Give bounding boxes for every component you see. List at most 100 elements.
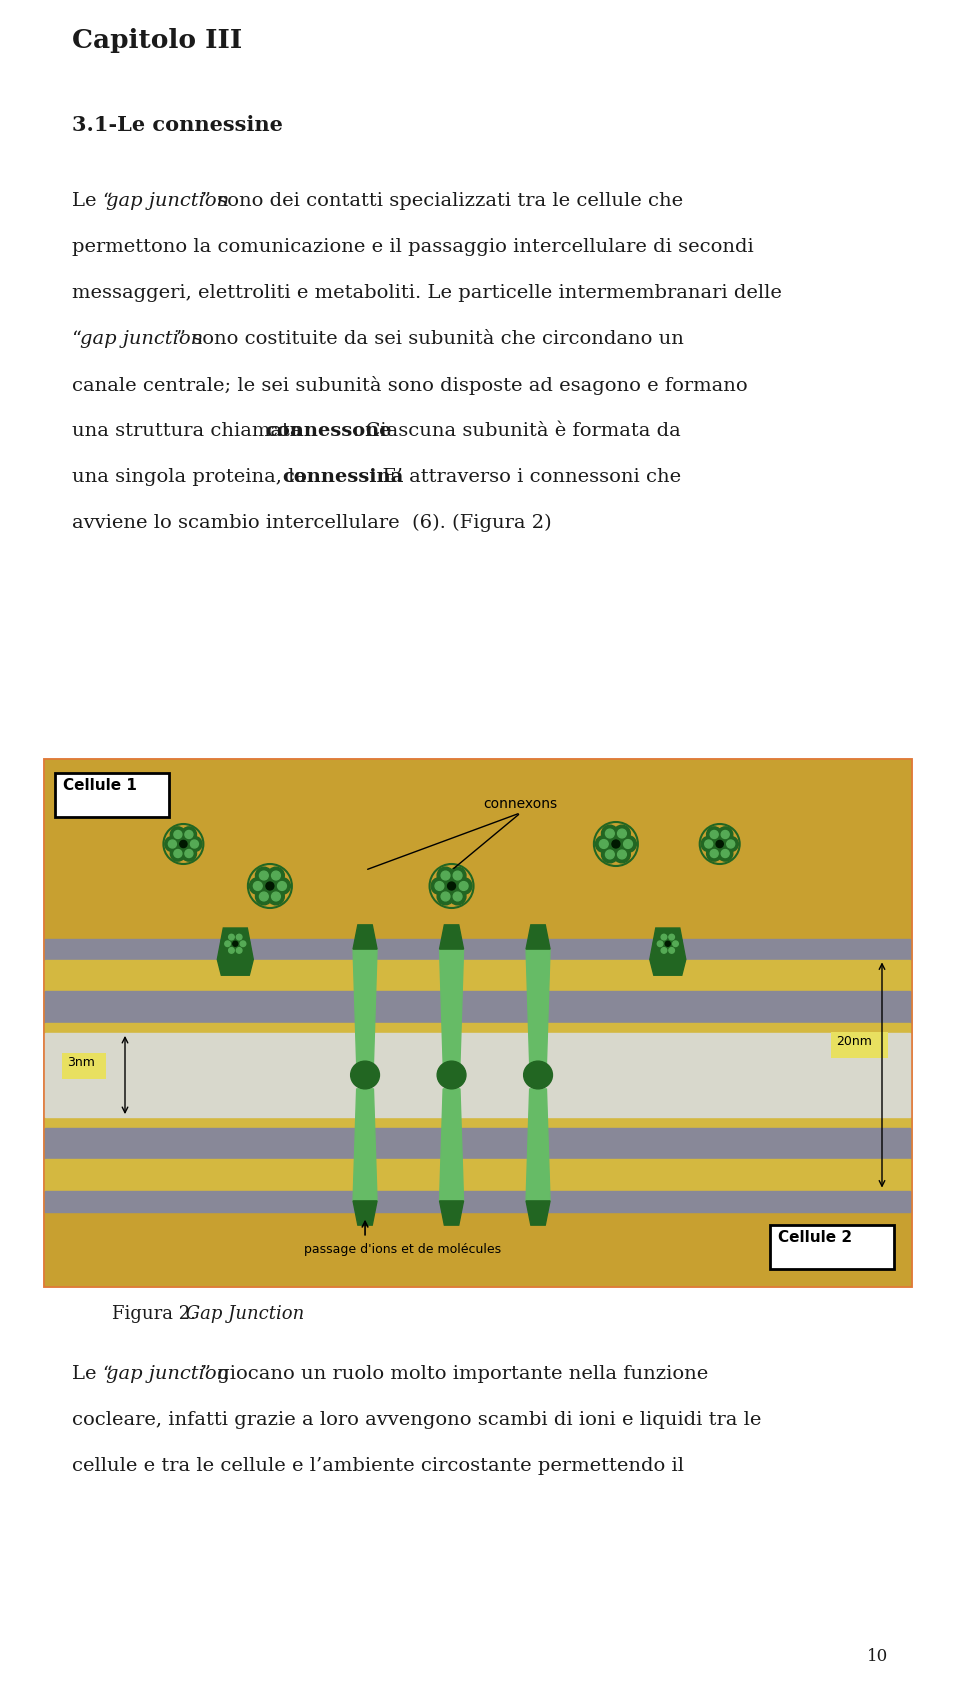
Circle shape bbox=[272, 872, 280, 880]
Circle shape bbox=[180, 840, 187, 848]
Circle shape bbox=[707, 826, 722, 841]
Circle shape bbox=[435, 882, 444, 891]
Polygon shape bbox=[45, 990, 910, 1023]
Circle shape bbox=[617, 830, 626, 838]
Circle shape bbox=[255, 889, 273, 904]
Circle shape bbox=[272, 892, 280, 901]
Polygon shape bbox=[45, 1117, 910, 1128]
Circle shape bbox=[225, 941, 230, 946]
Circle shape bbox=[259, 872, 268, 880]
Circle shape bbox=[449, 889, 466, 904]
Circle shape bbox=[449, 867, 466, 884]
Polygon shape bbox=[353, 1200, 377, 1226]
Circle shape bbox=[259, 892, 268, 901]
Polygon shape bbox=[526, 1089, 550, 1200]
Circle shape bbox=[661, 948, 667, 953]
Text: Cellule 1: Cellule 1 bbox=[63, 779, 137, 792]
Circle shape bbox=[168, 840, 177, 848]
Text: Capitolo III: Capitolo III bbox=[72, 29, 242, 52]
Circle shape bbox=[602, 824, 618, 841]
Text: ” giocano un ruolo molto importante nella funzione: ” giocano un ruolo molto importante nell… bbox=[202, 1365, 708, 1383]
Circle shape bbox=[236, 948, 242, 953]
Text: una singola proteina, la: una singola proteina, la bbox=[72, 467, 312, 486]
Circle shape bbox=[613, 824, 631, 841]
Circle shape bbox=[721, 850, 730, 858]
Polygon shape bbox=[45, 1160, 910, 1190]
Text: avviene lo scambio intercellulare  (6). (Figura 2): avviene lo scambio intercellulare (6). (… bbox=[72, 515, 552, 532]
Polygon shape bbox=[45, 760, 910, 1033]
Polygon shape bbox=[353, 950, 377, 1063]
Text: connexons: connexons bbox=[484, 797, 558, 811]
Circle shape bbox=[441, 872, 450, 880]
Polygon shape bbox=[440, 1089, 464, 1200]
Circle shape bbox=[707, 846, 722, 862]
Circle shape bbox=[673, 941, 679, 946]
FancyBboxPatch shape bbox=[45, 760, 910, 1285]
Ellipse shape bbox=[350, 1062, 379, 1089]
Circle shape bbox=[606, 830, 614, 838]
Text: canale centrale; le sei subunità sono disposte ad esagono e formano: canale centrale; le sei subunità sono di… bbox=[72, 376, 748, 394]
Circle shape bbox=[234, 931, 245, 943]
Polygon shape bbox=[440, 924, 464, 950]
Polygon shape bbox=[45, 1033, 910, 1117]
Circle shape bbox=[250, 877, 266, 894]
Circle shape bbox=[234, 945, 245, 957]
Circle shape bbox=[232, 941, 238, 946]
Text: gap junction: gap junction bbox=[106, 191, 228, 210]
Polygon shape bbox=[45, 1128, 910, 1160]
Circle shape bbox=[455, 877, 472, 894]
Polygon shape bbox=[353, 924, 377, 950]
Polygon shape bbox=[45, 1023, 910, 1033]
Circle shape bbox=[606, 850, 614, 858]
Polygon shape bbox=[526, 950, 550, 1063]
Circle shape bbox=[723, 836, 738, 852]
Text: 3nm: 3nm bbox=[67, 1056, 95, 1068]
Text: . E’ attraverso i connessoni che: . E’ attraverso i connessoni che bbox=[371, 467, 682, 486]
Text: ” sono costituite da sei subunità che circondano un: ” sono costituite da sei subunità che ci… bbox=[177, 330, 684, 349]
FancyBboxPatch shape bbox=[831, 1033, 888, 1058]
Text: messaggeri, elettroliti e metaboliti. Le particelle intermembranari delle: messaggeri, elettroliti e metaboliti. Le… bbox=[72, 284, 781, 301]
Circle shape bbox=[716, 840, 723, 848]
Circle shape bbox=[670, 938, 681, 950]
Circle shape bbox=[228, 935, 234, 940]
Circle shape bbox=[185, 831, 193, 838]
Circle shape bbox=[624, 840, 633, 848]
Circle shape bbox=[437, 867, 454, 884]
Polygon shape bbox=[45, 938, 910, 960]
Circle shape bbox=[190, 840, 199, 848]
Text: gap junction: gap junction bbox=[106, 1365, 228, 1383]
Circle shape bbox=[223, 938, 233, 950]
Text: Le “: Le “ bbox=[72, 1365, 112, 1383]
Circle shape bbox=[441, 892, 450, 901]
Circle shape bbox=[170, 826, 185, 841]
Circle shape bbox=[659, 931, 669, 943]
Circle shape bbox=[268, 867, 284, 884]
Polygon shape bbox=[353, 1089, 377, 1200]
Circle shape bbox=[602, 846, 618, 863]
Circle shape bbox=[613, 846, 631, 863]
Text: permettono la comunicazione e il passaggio intercellulare di secondi: permettono la comunicazione e il passagg… bbox=[72, 239, 754, 256]
Circle shape bbox=[655, 938, 665, 950]
Circle shape bbox=[666, 945, 677, 957]
Text: “: “ bbox=[72, 330, 82, 349]
Text: connessina: connessina bbox=[282, 467, 403, 486]
Polygon shape bbox=[440, 1200, 464, 1226]
Circle shape bbox=[718, 826, 732, 841]
Circle shape bbox=[227, 931, 237, 943]
Text: gap junction: gap junction bbox=[81, 330, 204, 349]
Circle shape bbox=[268, 889, 284, 904]
FancyBboxPatch shape bbox=[55, 774, 169, 818]
FancyBboxPatch shape bbox=[62, 1053, 106, 1078]
Circle shape bbox=[453, 892, 462, 901]
Polygon shape bbox=[440, 950, 464, 1063]
Text: connessone: connessone bbox=[265, 422, 392, 440]
Polygon shape bbox=[526, 1200, 550, 1226]
Circle shape bbox=[661, 935, 667, 940]
Circle shape bbox=[721, 831, 730, 838]
Polygon shape bbox=[650, 928, 685, 975]
Circle shape bbox=[617, 850, 626, 858]
Text: Figura 2.: Figura 2. bbox=[112, 1305, 196, 1322]
Circle shape bbox=[658, 941, 663, 946]
Text: ” sono dei contatti specializzati tra le cellule che: ” sono dei contatti specializzati tra le… bbox=[202, 191, 684, 210]
Polygon shape bbox=[526, 924, 550, 950]
